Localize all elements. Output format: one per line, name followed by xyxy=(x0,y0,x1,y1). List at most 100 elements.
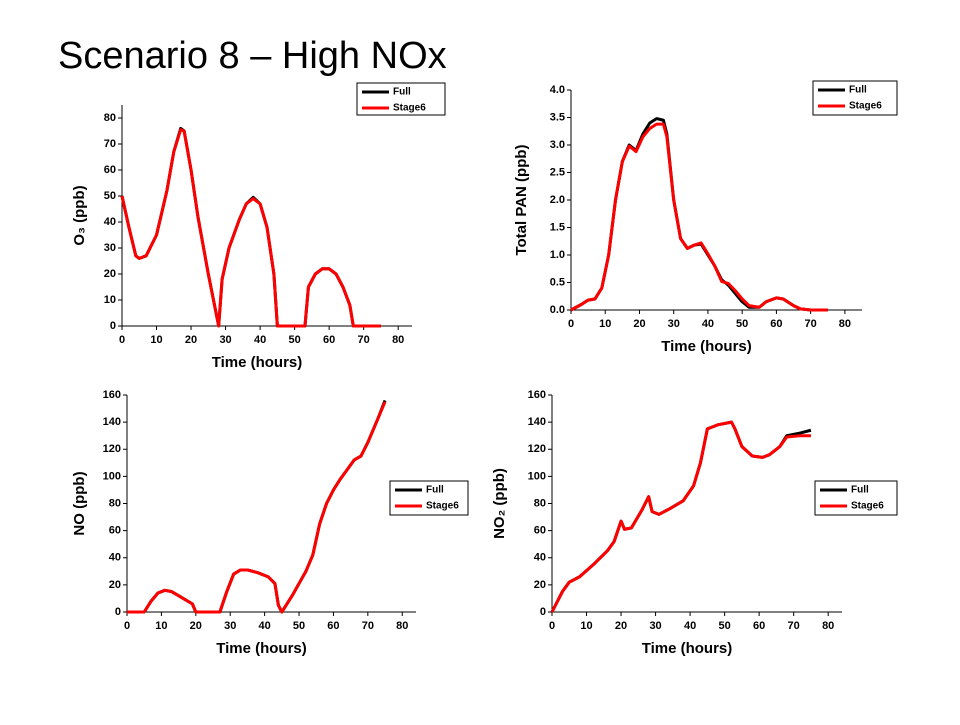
x-tick-label: 70 xyxy=(358,334,370,346)
x-tick-label: 80 xyxy=(839,318,851,330)
x-tick-label: 40 xyxy=(702,318,714,330)
x-tick-label: 40 xyxy=(684,620,696,632)
x-tick-label: 80 xyxy=(822,620,834,632)
data-line xyxy=(127,401,387,614)
y-tick-label: 20 xyxy=(109,579,121,591)
data-line xyxy=(550,420,812,613)
y-tick-label: 1.0 xyxy=(550,249,565,261)
y-tick-label: 160 xyxy=(528,389,546,401)
y-tick-label: 0.5 xyxy=(550,276,565,288)
y-tick-label: 0 xyxy=(540,606,546,618)
legend-label: Stage6 xyxy=(849,101,882,112)
x-tick-label: 50 xyxy=(288,334,300,346)
x-tick-label: 60 xyxy=(323,334,335,346)
x-tick-label: 20 xyxy=(185,334,197,346)
data-line xyxy=(120,126,381,328)
y-tick-label: 20 xyxy=(104,268,116,280)
legend-box xyxy=(812,80,898,116)
y-tick-label: 80 xyxy=(109,497,121,509)
data-line xyxy=(570,117,828,312)
x-tick-label: 70 xyxy=(805,318,817,330)
x-tick-label: 10 xyxy=(580,620,592,632)
x-tick-label: 10 xyxy=(155,620,167,632)
legend-label: Full xyxy=(851,485,869,496)
x-tick-label: 40 xyxy=(258,620,270,632)
y-tick-label: 70 xyxy=(104,138,116,150)
y-tick-label: 3.5 xyxy=(550,111,565,123)
y-tick-label: 120 xyxy=(528,443,546,455)
y-tick-label: 0.0 xyxy=(550,304,565,316)
x-axis-label: Time (hours) xyxy=(642,640,733,657)
y-tick-label: 40 xyxy=(534,552,546,564)
x-tick-label: 80 xyxy=(392,334,404,346)
y-tick-label: 120 xyxy=(103,443,121,455)
y-tick-label: 30 xyxy=(104,242,116,254)
chart: 0 20 40 60 80 100 120 140 160 0 10 20 30 40 50 60 70 80 Ti… xyxy=(71,389,469,657)
y-tick-label: 80 xyxy=(104,112,116,124)
x-tick-label: 40 xyxy=(254,334,266,346)
y-tick-label: 160 xyxy=(103,389,121,401)
legend-box xyxy=(814,480,898,516)
legend-label: Full xyxy=(849,85,867,96)
x-tick-label: 20 xyxy=(615,620,627,632)
y-tick-label: 140 xyxy=(528,416,546,428)
x-tick-label: 10 xyxy=(599,318,611,330)
x-tick-label: 20 xyxy=(633,318,645,330)
x-tick-label: 50 xyxy=(718,620,730,632)
x-tick-label: 30 xyxy=(219,334,231,346)
legend-box xyxy=(389,480,469,516)
x-tick-label: 60 xyxy=(753,620,765,632)
y-axis-label: O₃ (ppb) xyxy=(71,185,88,245)
data-line xyxy=(120,128,381,328)
chart: 0 20 40 60 80 100 120 140 160 0 10 20 30 40 50 60 70 80 Ti… xyxy=(491,389,898,657)
legend-label: Full xyxy=(393,87,411,98)
x-tick-label: 30 xyxy=(668,318,680,330)
data-line xyxy=(550,420,811,613)
y-tick-label: 60 xyxy=(109,525,121,537)
x-tick-label: 50 xyxy=(736,318,748,330)
y-tick-label: 1.5 xyxy=(550,221,565,233)
x-tick-label: 70 xyxy=(362,620,374,632)
y-tick-label: 20 xyxy=(534,579,546,591)
y-tick-label: 100 xyxy=(528,470,546,482)
x-tick-label: 20 xyxy=(190,620,202,632)
y-tick-label: 0 xyxy=(115,606,121,618)
x-axis-label: Time (hours) xyxy=(212,354,303,371)
slide-title: Scenario 8 – High NOx xyxy=(58,35,447,77)
y-axis-label: Total PAN (ppb) xyxy=(513,144,530,255)
y-tick-label: 3.0 xyxy=(550,139,565,151)
y-tick-label: 100 xyxy=(103,470,121,482)
y-tick-label: 140 xyxy=(103,416,121,428)
y-tick-label: 4.0 xyxy=(550,84,565,96)
y-tick-label: 10 xyxy=(104,294,116,306)
x-axis-label: Time (hours) xyxy=(661,338,752,355)
legend-label: Stage6 xyxy=(851,501,884,512)
chart: 0.0 0.5 1.0 1.5 2.0 2.5 3.0 3.5 4.0 0 10 20 30 40 50 60… xyxy=(513,80,898,355)
x-tick-label: 0 xyxy=(568,318,574,330)
chart: 0 10 20 30 40 50 60 70 80 0 10 20 30 40 50 60 70 80 Time (… xyxy=(71,82,446,371)
x-tick-label: 0 xyxy=(124,620,130,632)
y-tick-label: 2.5 xyxy=(550,166,565,178)
y-tick-label: 80 xyxy=(534,497,546,509)
legend-label: Stage6 xyxy=(426,501,459,512)
y-tick-label: 40 xyxy=(104,216,116,228)
y-axis-label: NO (ppb) xyxy=(71,471,88,535)
x-axis-label: Time (hours) xyxy=(216,640,307,657)
data-line xyxy=(127,399,387,614)
y-tick-label: 50 xyxy=(104,190,116,202)
data-line xyxy=(570,122,828,312)
x-tick-label: 70 xyxy=(788,620,800,632)
x-tick-label: 60 xyxy=(770,318,782,330)
x-tick-label: 10 xyxy=(150,334,162,346)
x-tick-label: 30 xyxy=(649,620,661,632)
y-axis-label: NO₂ (ppb) xyxy=(491,468,508,539)
x-tick-label: 30 xyxy=(224,620,236,632)
y-tick-label: 60 xyxy=(534,525,546,537)
y-tick-label: 2.0 xyxy=(550,194,565,206)
x-tick-label: 80 xyxy=(396,620,408,632)
legend-box xyxy=(356,82,446,116)
legend-label: Full xyxy=(426,485,444,496)
x-tick-label: 50 xyxy=(293,620,305,632)
